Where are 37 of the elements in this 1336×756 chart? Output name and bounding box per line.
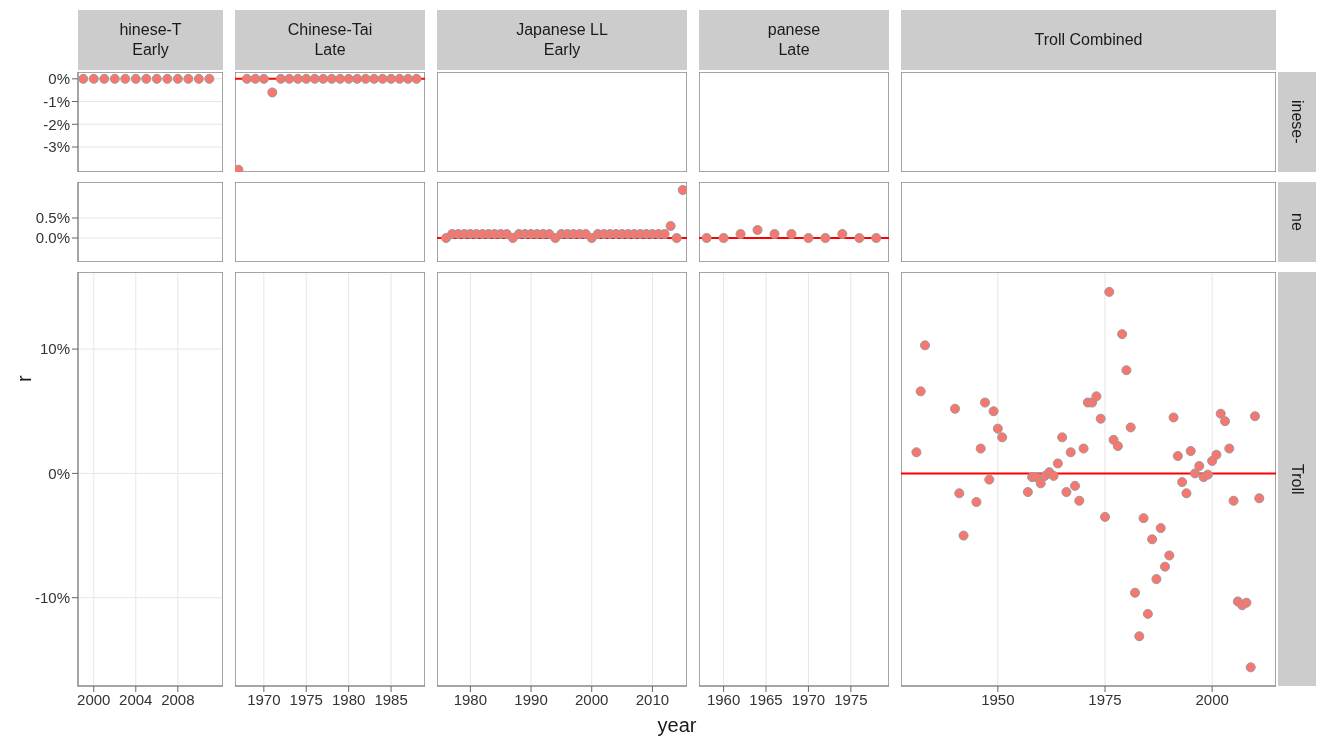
chart-title: Japanese LL Early (437, 10, 687, 70)
y-tick-label: -2% (43, 115, 70, 133)
x-tick-label: 1975 (289, 690, 323, 708)
x-tick-label: 1975 (834, 690, 868, 708)
x-tick-label: 2008 (161, 690, 195, 708)
y2-axis-title: inese- (1278, 72, 1316, 172)
x-tick-label: 2004 (119, 690, 153, 708)
x-tick-label: 1970 (791, 690, 826, 708)
y-tick-label: -1% (43, 92, 70, 110)
x-tick-label: 2000 (575, 690, 609, 708)
chart-title: panese Late (699, 10, 889, 70)
x-tick-label: 1965 (749, 690, 783, 708)
y-tick-label: 0.5% (35, 209, 70, 227)
y2-axis-title: Troll (1278, 272, 1316, 686)
y-tick-label: -10% (34, 589, 70, 607)
x-tick-label: 2000 (1195, 690, 1229, 708)
y-axis-title: r (12, 374, 36, 385)
y2-axis-title: ne (1278, 182, 1316, 262)
x-tick-label: 1980 (331, 690, 366, 708)
y-tick-label: 0% (48, 70, 70, 88)
chart-title: Troll Combined (901, 10, 1276, 70)
x-axis-title: year (656, 714, 698, 737)
y-tick-label: 0% (48, 464, 70, 482)
y-tick-label: -3% (43, 138, 70, 156)
chart-title: Chinese-Tai Late (235, 10, 425, 70)
x-tick-label: 2010 (635, 690, 670, 708)
x-tick-label: 1985 (374, 690, 408, 708)
x-tick-label: 1960 (706, 690, 741, 708)
chart-title: hinese-T Early (78, 10, 223, 70)
x-tick-label: 1990 (514, 690, 548, 708)
y-tick-label: 10% (39, 340, 70, 358)
x-tick-label: 1980 (453, 690, 488, 708)
x-tick-label: 2000 (77, 690, 111, 708)
x-tick-label: 1975 (1088, 690, 1122, 708)
x-tick-label: 1950 (981, 690, 1015, 708)
y-tick-label: 0.0% (35, 229, 70, 247)
x-tick-label: 1970 (247, 690, 281, 708)
